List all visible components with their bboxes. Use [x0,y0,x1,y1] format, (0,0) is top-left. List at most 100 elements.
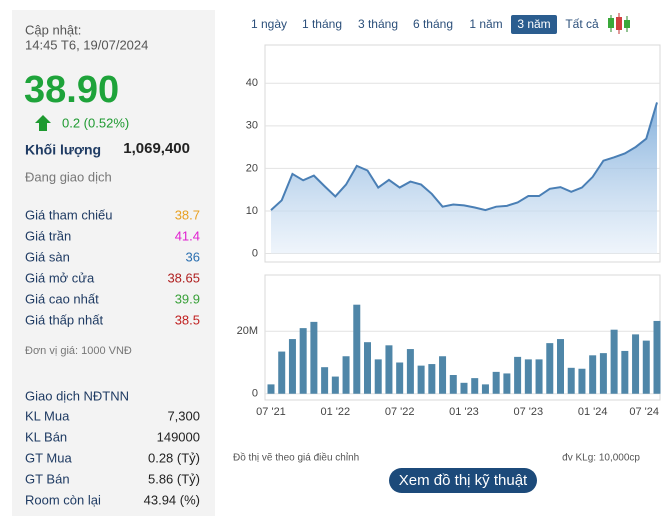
foreign-label: KL Bán [25,429,67,444]
range-tabs: 1 ngày 1 tháng 3 tháng 6 tháng 1 năm 3 năm Tất… [251,15,599,34]
volume-bar [406,349,414,394]
price-line [270,102,658,212]
volume-bar [481,384,489,394]
price: 38.90 [24,69,119,111]
foreign-label: KL Mua [25,408,70,423]
row-label: Giá trần [25,228,71,243]
row-label: Giá mở cửa [25,270,95,285]
volume-bar [278,351,286,394]
button-bg [389,468,537,493]
volume-bar [471,378,479,394]
y-tick-label: 0 [252,388,258,400]
volume-bar [599,353,607,394]
volume-bar [396,362,404,394]
volume-bar [610,329,618,394]
price-change: 0.2 (0.52%) [62,115,129,130]
update-time: 14:45 T6, 19/07/2024 [25,37,148,52]
tab[interactable]: 3 năm [511,15,557,34]
candle-icon[interactable] [608,13,630,34]
tab[interactable]: 3 tháng [358,17,398,31]
y-tick-label: 20 [246,162,258,174]
plot-frame [264,44,661,263]
volume-bar [653,320,661,394]
tab-label[interactable]: 1 ngày [251,17,287,31]
volume-bar [632,334,640,394]
tab[interactable]: 6 tháng [413,17,453,31]
volume-bar [385,345,393,394]
tab-label[interactable]: 3 tháng [358,17,398,31]
volume-bar [374,359,382,394]
volume-bar [589,355,597,394]
volume-label: Khối lượng [25,142,101,158]
tab[interactable]: Tất cả [565,17,599,31]
foreign-value: 149000 [157,429,200,444]
y-tick-label: 0 [252,247,258,259]
volume-bar [331,376,339,394]
volume-bar [364,342,371,394]
y-tick-label: 10 [246,205,258,217]
status: Đang giao dịch [25,169,112,184]
volume-bar [514,356,522,394]
row-value: 38.5 [175,312,200,327]
tab[interactable]: 1 ngày [251,17,287,31]
update-label: Cập nhật: [25,22,81,37]
volume-bar [267,384,275,394]
volume-bar [353,304,361,394]
charts: 0 10 20 30 40 0 20M 07 '21 01 '22 07 '22 01 '23 07 … [237,44,661,418]
button-label[interactable]: Xem đồ thị kỹ thuật [399,472,528,489]
icon-body [616,17,622,30]
foreign-title: Giao dịch NĐTNN [25,388,129,403]
tab-label[interactable]: 1 tháng [302,17,342,31]
x-tick-label: 01 '22 [321,406,351,418]
row-label: Giá tham chiếu [25,207,112,222]
y-tick-label: 30 [246,120,258,132]
volume-bar [342,356,350,394]
volume-bar [621,350,629,394]
footnote-right: đv KLg: 10,000cp [562,453,640,464]
row-label: Giá cao nhất [25,291,99,306]
y-tick-label: 20M [237,325,258,337]
volume-bar [503,373,511,394]
volume-bar [492,371,500,394]
x-tick-label: 07 '22 [385,406,415,418]
volume-bar [524,359,532,394]
foreign-label: GT Mua [25,450,72,465]
volume-bar [417,365,425,394]
foreign-value: 43.94 (%) [144,492,200,507]
foreign-value: 7,300 [167,408,200,423]
row-value: 41.4 [175,228,200,243]
row-label: Giá thấp nhất [25,312,103,327]
tab-label[interactable]: 1 năm [469,17,502,31]
tab-label[interactable]: 3 năm [517,17,550,31]
x-tick-label: 01 '23 [449,406,479,418]
x-tick-label: 07 '21 [256,406,286,418]
tab[interactable]: 1 tháng [302,17,342,31]
volume-bar [460,382,468,394]
up-arrow [35,115,51,131]
footnote-left: Đồ thị vẽ theo giá điều chỉnh [233,452,359,464]
volume: 1,069,400 [123,140,190,157]
volume-bar [567,367,575,394]
x-tick-label: 07 '24 [629,406,659,418]
row-value: 36 [186,249,200,264]
volume-bar [449,375,457,394]
foreign-value: 0.28 (Tỷ) [148,450,200,465]
tab-label[interactable]: 6 tháng [413,17,453,31]
row-value: 38.65 [167,270,200,285]
volume-bar [310,321,318,394]
volume-bar [642,340,650,394]
y-tick-label: 40 [246,77,258,89]
tab-label[interactable]: Tất cả [565,17,599,31]
foreign-label: GT Bán [25,471,70,486]
volume-bar [321,367,329,394]
row-value: 38.7 [175,207,200,222]
tab[interactable]: 1 năm [469,17,502,31]
row-label: Giá sàn [25,249,70,264]
row-value: 39.9 [175,291,200,306]
tech-chart-button[interactable]: Xem đồ thị kỹ thuật [389,468,537,493]
volume-bar [299,328,307,394]
volume-bar [557,339,564,394]
x-tick-label: 07 '23 [514,406,544,418]
sidebar-bg [12,10,215,516]
